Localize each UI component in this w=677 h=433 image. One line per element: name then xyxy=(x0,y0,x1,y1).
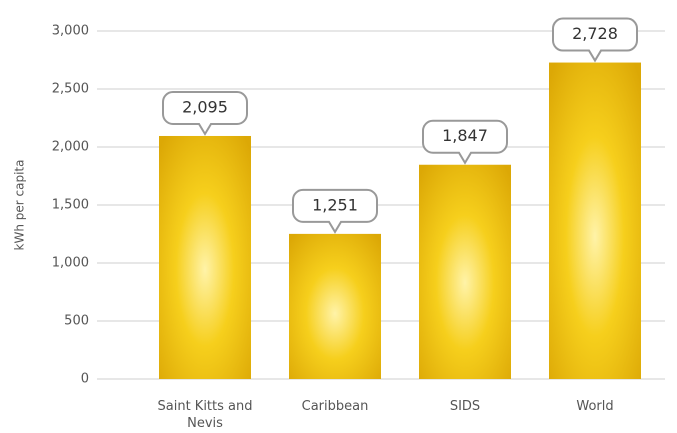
x-tick-label: World xyxy=(576,399,614,414)
x-tick-label: Caribbean xyxy=(301,399,369,414)
y-tick-label: 0 xyxy=(81,372,89,387)
value-label: 1,251 xyxy=(312,195,358,214)
value-label: 1,847 xyxy=(442,126,488,145)
y-tick-label: 1,500 xyxy=(52,198,89,213)
x-tick-label: Saint Kitts and Nevis xyxy=(157,399,253,431)
callout xyxy=(422,119,508,165)
callout xyxy=(552,17,638,63)
value-label: 2,728 xyxy=(572,24,618,43)
y-tick-label: 2,500 xyxy=(52,82,89,97)
y-tick-label: 2,000 xyxy=(52,140,89,155)
bar xyxy=(159,135,251,379)
value-label: 2,095 xyxy=(182,97,228,116)
callout xyxy=(292,188,378,234)
y-tick-label: 3,000 xyxy=(52,24,89,39)
bar xyxy=(289,233,381,379)
y-tick-label: 500 xyxy=(64,314,89,329)
bar xyxy=(419,164,511,379)
callout xyxy=(162,90,248,136)
x-tick-label: SIDS xyxy=(449,399,481,414)
y-axis-label: kWh per capita xyxy=(13,160,27,251)
bar xyxy=(549,62,641,379)
y-tick-label: 1,000 xyxy=(52,256,89,271)
